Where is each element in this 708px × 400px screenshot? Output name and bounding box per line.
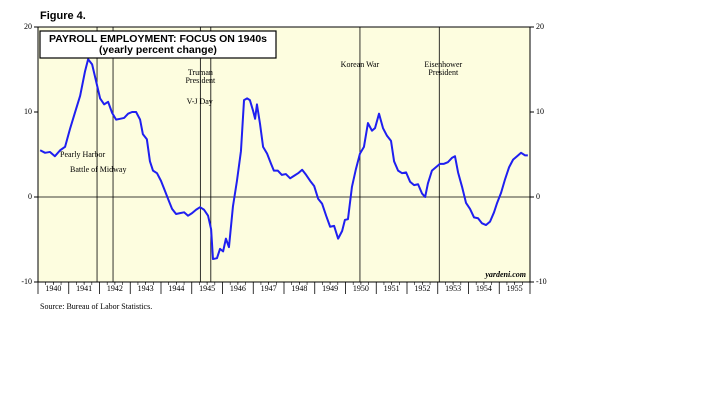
event-label: President xyxy=(428,68,459,77)
plot-frame xyxy=(37,26,531,283)
event-label: Battle of Midway xyxy=(70,165,126,174)
x-tick-label: 1949 xyxy=(322,284,338,293)
plot-area xyxy=(38,27,530,282)
y-tick-label: 0 xyxy=(28,192,32,201)
x-tick-label: 1951 xyxy=(384,284,400,293)
chart-subtitle: (yearly percent change) xyxy=(99,44,217,56)
chart-title: PAYROLL EMPLOYMENT: FOCUS ON 1940s xyxy=(49,33,267,45)
source: Source: Bureau of Labor Statistics. xyxy=(40,302,152,311)
y-tick-label: 20 xyxy=(24,22,32,31)
y2-tick-label: 0 xyxy=(536,192,540,201)
title-box xyxy=(39,30,277,59)
y2-tick-label: 20 xyxy=(536,22,544,31)
event-label: Truman xyxy=(188,68,213,77)
x-tick-label: 1942 xyxy=(107,284,123,293)
x-tick-label: 1946 xyxy=(230,284,246,293)
x-tick-label: 1943 xyxy=(138,284,154,293)
x-tick-label: 1950 xyxy=(353,284,369,293)
figure-label: Figure 4. xyxy=(40,10,86,22)
y2-tick-label: 10 xyxy=(536,107,544,116)
x-tick-label: 1952 xyxy=(414,284,430,293)
x-tick-label: 1955 xyxy=(507,284,523,293)
credit: yardeni.com xyxy=(484,270,526,279)
x-tick-label: 1941 xyxy=(76,284,92,293)
y-tick-label: -10 xyxy=(21,277,32,286)
x-tick-label: 1940 xyxy=(45,284,61,293)
y-tick-label: 10 xyxy=(24,107,32,116)
series-line xyxy=(39,58,528,261)
x-tick-label: 1953 xyxy=(445,284,461,293)
x-tick-label: 1945 xyxy=(199,284,215,293)
x-tick-label: 1944 xyxy=(168,284,184,293)
x-tick-label: 1948 xyxy=(291,284,307,293)
x-tick-label: 1954 xyxy=(476,284,492,293)
y2-tick-label: -10 xyxy=(536,277,547,286)
event-label: Pearly Harbor xyxy=(60,150,105,159)
event-label: Eisenhower xyxy=(424,60,462,69)
event-label: V-J Day xyxy=(187,97,213,106)
event-label: Korean War xyxy=(341,60,380,69)
event-label: President xyxy=(185,76,216,85)
x-tick-label: 1947 xyxy=(261,284,277,293)
